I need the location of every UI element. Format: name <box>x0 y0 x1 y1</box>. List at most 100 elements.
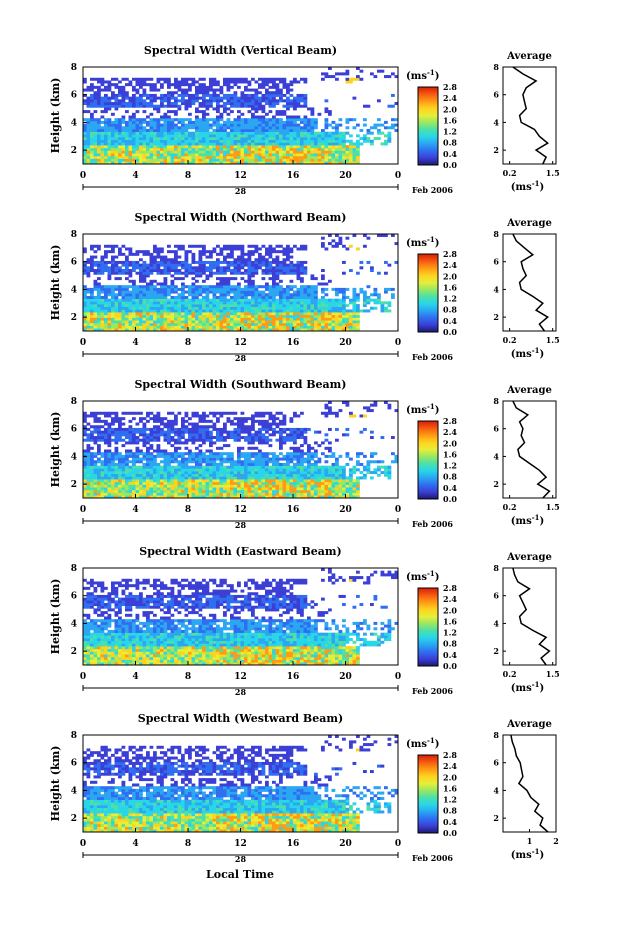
heatmap-cell <box>142 126 147 130</box>
heatmap-cell <box>191 314 196 318</box>
heatmap-cell <box>233 304 238 308</box>
heatmap-cell <box>254 247 259 251</box>
heatmap-cell <box>107 126 112 130</box>
heatmap-cell <box>125 139 129 143</box>
heatmap-cell <box>345 479 350 483</box>
heatmap-cell <box>261 487 266 491</box>
heatmap-cell <box>303 314 308 318</box>
heatmap-cell <box>142 91 147 95</box>
heatmap-cell <box>247 110 252 114</box>
heatmap-cell <box>202 287 206 291</box>
heatmap-cell <box>135 293 140 297</box>
heatmap-cell <box>251 473 255 477</box>
heatmap-cell <box>104 137 108 141</box>
heatmap-cell <box>226 118 231 122</box>
heatmap-cell <box>391 93 395 97</box>
heatmap-cell <box>191 255 196 259</box>
heatmap-cell <box>310 110 315 114</box>
heatmap-cell <box>174 471 178 475</box>
heatmap-cell <box>282 99 287 103</box>
heatmap-cell <box>387 134 392 138</box>
heatmap-cell <box>139 495 143 499</box>
heatmap-cell <box>230 479 234 483</box>
heatmap-cell <box>97 484 101 488</box>
heatmap-cell <box>265 102 269 106</box>
heatmap-cell <box>142 279 147 283</box>
heatmap-cell <box>149 489 154 493</box>
heatmap-cell <box>93 142 98 146</box>
heatmap-cell <box>345 304 350 308</box>
heatmap-cell <box>191 322 196 326</box>
heatmap-cell <box>177 134 182 138</box>
heatmap-cell <box>307 131 311 135</box>
heatmap-cell <box>125 301 129 305</box>
heatmap-cell <box>230 322 234 326</box>
heatmap-cell <box>149 279 154 283</box>
heatmap-cell <box>195 462 199 466</box>
heatmap-cell <box>258 309 262 313</box>
heatmap-cell <box>205 158 210 162</box>
heatmap-cell <box>205 150 210 154</box>
heatmap-cell <box>310 309 315 313</box>
heatmap-cell <box>191 266 196 270</box>
heatmap-cell <box>125 328 129 332</box>
heatmap-cell <box>226 134 231 138</box>
heatmap-cell <box>205 471 210 475</box>
heatmap-cell <box>100 120 105 124</box>
heatmap-cell <box>258 298 262 302</box>
heatmap-cell <box>335 145 339 149</box>
heatmap-cell <box>104 104 108 108</box>
heatmap-cell <box>223 150 227 154</box>
heatmap-cell <box>135 99 140 103</box>
heatmap-cell <box>289 134 294 138</box>
heatmap-cell <box>219 91 224 95</box>
heatmap-cell <box>251 484 255 488</box>
heatmap-cell <box>139 80 143 84</box>
heatmap-cell <box>268 255 273 259</box>
heatmap-cell <box>212 306 217 310</box>
heatmap-cell <box>279 120 283 124</box>
heatmap-cell <box>251 298 255 302</box>
heatmap-cell <box>240 250 245 254</box>
heatmap-cell <box>286 147 290 151</box>
heatmap-cell <box>279 312 283 316</box>
heatmap-cell <box>93 304 98 308</box>
heatmap-cell <box>307 139 311 143</box>
heatmap-cell <box>188 120 192 124</box>
heatmap-cell <box>121 295 126 299</box>
heatmap-cell <box>177 473 182 477</box>
heatmap-cell <box>251 489 255 493</box>
heatmap-cell <box>209 495 213 499</box>
heatmap-cell <box>258 285 262 289</box>
heatmap-cell <box>83 88 87 92</box>
heatmap-cell <box>216 271 220 275</box>
heatmap-cell <box>314 484 318 488</box>
heatmap-cell <box>240 471 245 475</box>
x-tick-label: 20 <box>339 338 352 348</box>
heatmap-cell <box>296 102 301 106</box>
heatmap-cell <box>275 325 280 329</box>
heatmap-cell <box>198 468 203 472</box>
heatmap-cell <box>261 304 266 308</box>
heatmap-cell <box>279 161 283 165</box>
heatmap-title: Spectral Width (Vertical Beam) <box>144 44 337 57</box>
heatmap-cell <box>195 492 199 496</box>
heatmap-cell <box>167 263 171 267</box>
heatmap-cell <box>121 161 126 165</box>
heatmap-cell <box>303 131 308 135</box>
heatmap-cell <box>174 468 178 472</box>
heatmap-cell <box>282 312 287 316</box>
heatmap-cell <box>174 260 178 264</box>
heatmap-cell <box>247 495 252 499</box>
heatmap-cell <box>142 161 147 165</box>
heatmap-cell <box>244 481 248 485</box>
heatmap-cell <box>300 293 304 297</box>
heatmap-cell <box>128 290 133 294</box>
heatmap-cell <box>300 93 304 97</box>
heatmap-cell <box>104 269 108 273</box>
heatmap-cell <box>160 298 164 302</box>
heatmap-cell <box>167 93 171 97</box>
heatmap-cell <box>387 287 392 291</box>
heatmap-cell <box>247 468 252 472</box>
heatmap-cell <box>195 153 199 157</box>
